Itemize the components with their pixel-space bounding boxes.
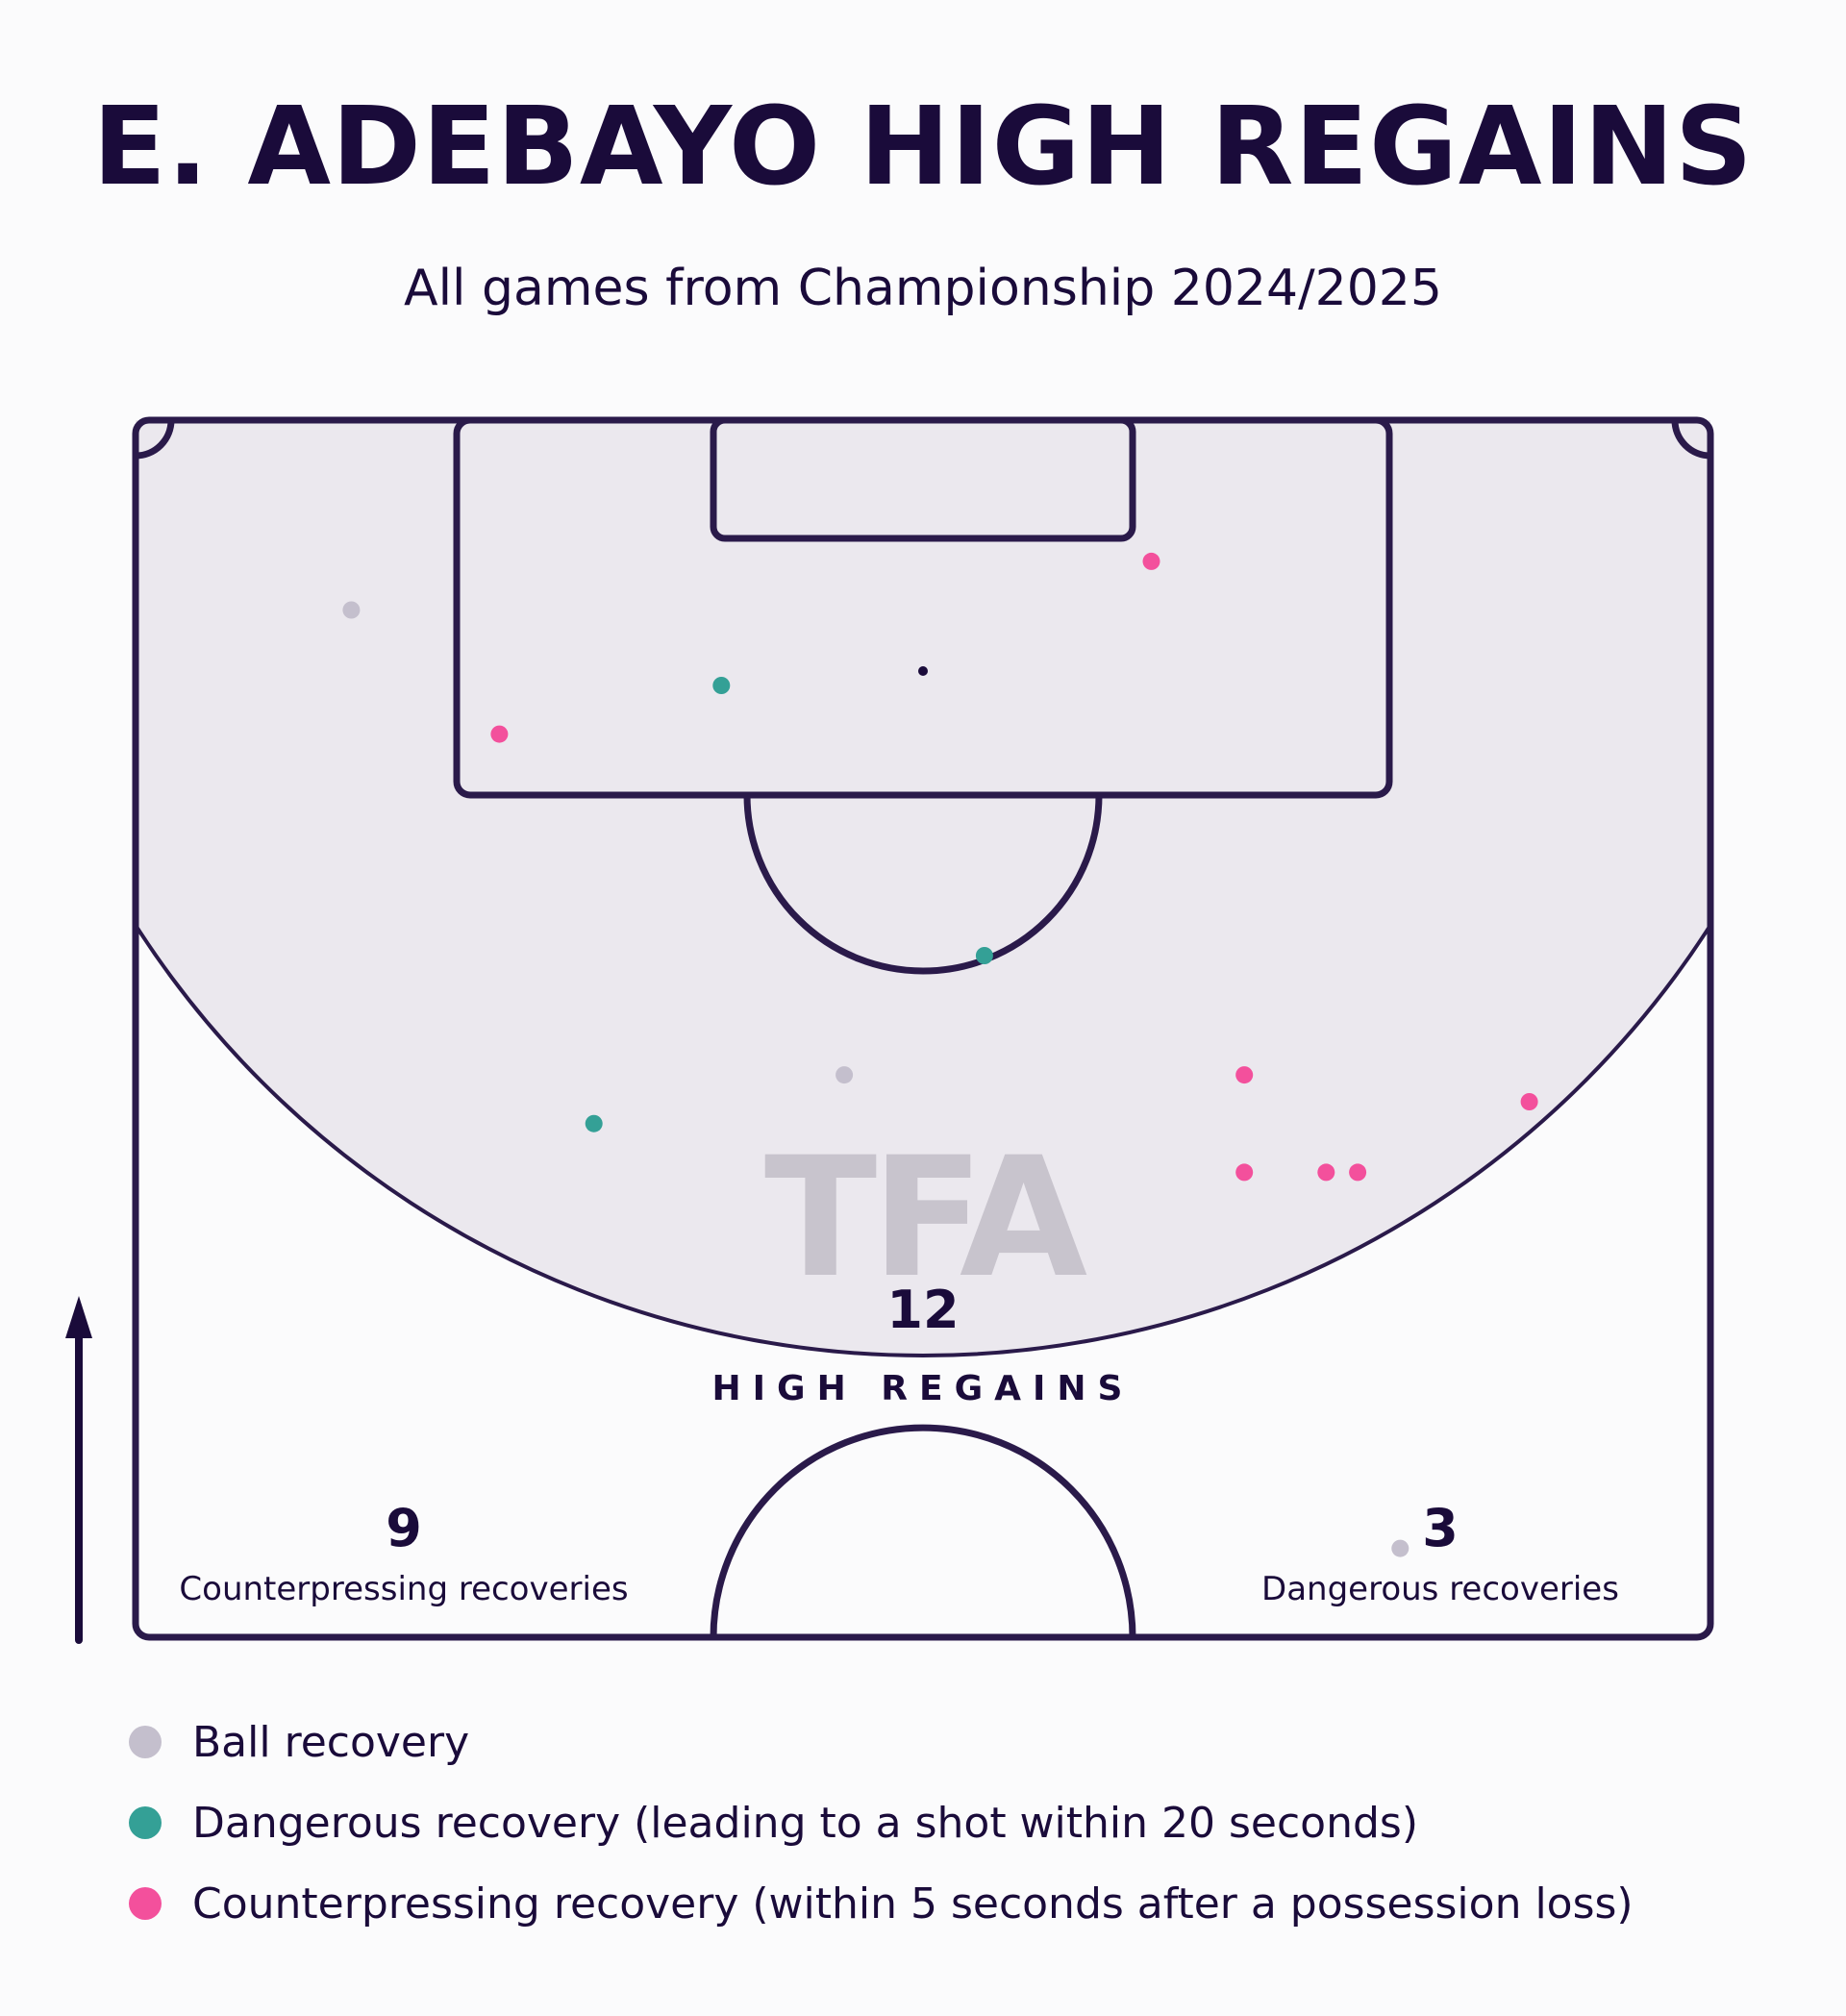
pitch-diagram: TFA 12 HIGH REGAINS 9 Counterpressing re…: [65, 416, 1714, 1644]
ball-recovery-point: [1391, 1539, 1409, 1557]
dangerous-recovery-point: [975, 947, 993, 964]
recovery-points: [342, 552, 1538, 1557]
chart-title: E. ADEBAYO HIGH REGAINS: [92, 85, 1754, 210]
legend-label: Dangerous recovery (leading to a shot wi…: [192, 1798, 1418, 1848]
ball-recovery-point: [836, 1066, 854, 1084]
legend-dot-icon: [129, 1806, 162, 1839]
legend: Ball recovery Dangerous recovery (leadin…: [129, 1702, 1634, 1944]
dangerous-value: 3: [1422, 1498, 1459, 1558]
counterpressing-label: Counterpressing recoveries: [179, 1570, 628, 1608]
counterpressing-recovery-point: [1235, 1066, 1254, 1084]
watermark: TFA: [764, 1121, 1087, 1314]
high-regain-zone: [136, 420, 1710, 1357]
legend-label: Counterpressing recovery (within 5 secon…: [192, 1879, 1634, 1929]
legend-label: Ball recovery: [192, 1717, 470, 1767]
legend-item-counterpressing-recovery: Counterpressing recovery (within 5 secon…: [129, 1863, 1634, 1944]
corner-arc-right: [1671, 419, 1711, 460]
ball-recovery-point: [342, 601, 361, 619]
penalty-arc: [743, 794, 1103, 975]
chart-subtitle: All games from Championship 2024/2025: [404, 260, 1442, 317]
penalty-spot: [918, 666, 928, 676]
legend-item-ball-recovery: Ball recovery: [129, 1702, 1634, 1782]
counterpressing-value: 9: [386, 1498, 422, 1558]
legend-item-dangerous-recovery: Dangerous recovery (leading to a shot wi…: [129, 1782, 1634, 1863]
attack-direction-arrow-icon: [65, 1296, 92, 1644]
corner-arc-left: [135, 419, 175, 460]
counterpressing-recovery-point: [1142, 552, 1160, 570]
centre-circle: [710, 1424, 1136, 1638]
counterpressing-recovery-point: [1317, 1163, 1335, 1182]
counterpressing-recovery-point: [1349, 1163, 1367, 1182]
legend-dot-icon: [129, 1887, 162, 1920]
dangerous-recovery-point: [712, 677, 731, 694]
legend-dot-icon: [129, 1726, 162, 1758]
pitch-outline: [132, 416, 1714, 1641]
dangerous-recovery-point: [585, 1114, 603, 1132]
total-regains-value: 12: [886, 1280, 959, 1340]
counterpressing-recovery-point: [490, 725, 509, 743]
dangerous-label: Dangerous recoveries: [1261, 1570, 1619, 1608]
counterpressing-recovery-point: [1235, 1163, 1254, 1182]
counterpressing-recovery-point: [1520, 1093, 1538, 1110]
total-regains-label: HIGH REGAINS: [712, 1369, 1135, 1408]
